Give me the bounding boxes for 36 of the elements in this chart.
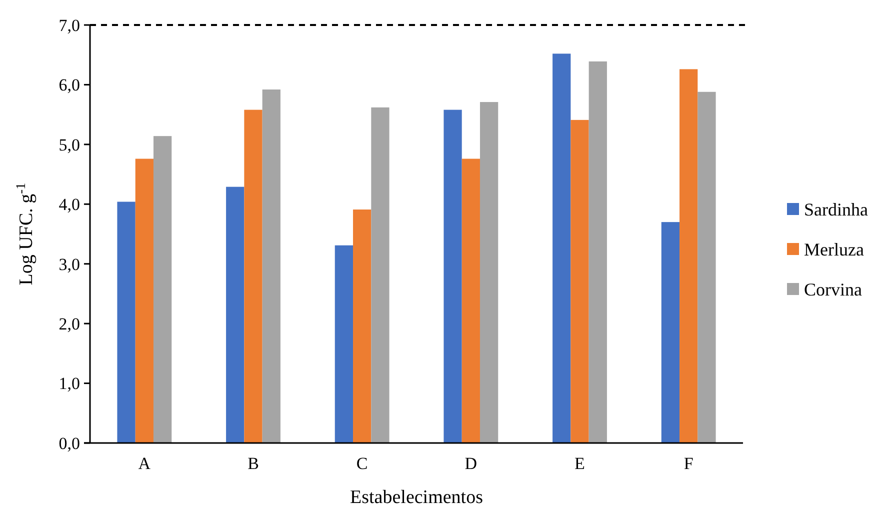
bar (244, 110, 262, 443)
y-tick-label: 1,0 (58, 374, 80, 394)
bar (462, 158, 480, 443)
bar (135, 158, 154, 443)
bar (480, 102, 498, 443)
y-tick-label: 0,0 (58, 434, 80, 453)
bar (588, 61, 607, 443)
x-tick-label: A (138, 454, 152, 473)
y-tick-label: 4,0 (58, 195, 80, 214)
bar (570, 120, 589, 443)
legend-label: Corvina (804, 279, 862, 300)
bar (661, 222, 680, 443)
bar (334, 245, 354, 443)
x-tick-label: D (464, 454, 478, 473)
x-tick-label: E (574, 454, 585, 473)
y-tick-label: 3,0 (58, 254, 80, 274)
bar (117, 202, 136, 443)
x-tick-label: C (356, 454, 368, 473)
bar (371, 107, 390, 443)
legend-label: Merluza (804, 239, 864, 260)
bar (444, 110, 462, 443)
y-tick-label: 7,0 (58, 16, 80, 35)
y-tick-label: 6,0 (58, 76, 80, 95)
bar (262, 89, 280, 443)
y-tick-label: 2,0 (58, 314, 80, 334)
bar (153, 136, 172, 443)
y-tick-label: 5,0 (58, 135, 80, 154)
bar (353, 210, 372, 443)
legend-label: Sardinha (804, 199, 868, 220)
bar (226, 186, 244, 443)
bar (552, 54, 571, 443)
x-axis-title: Estabelecimentos (350, 487, 483, 508)
bar (698, 92, 716, 443)
x-tick-label: F (684, 454, 694, 473)
bar (680, 69, 698, 443)
x-tick-label: B (248, 454, 259, 473)
